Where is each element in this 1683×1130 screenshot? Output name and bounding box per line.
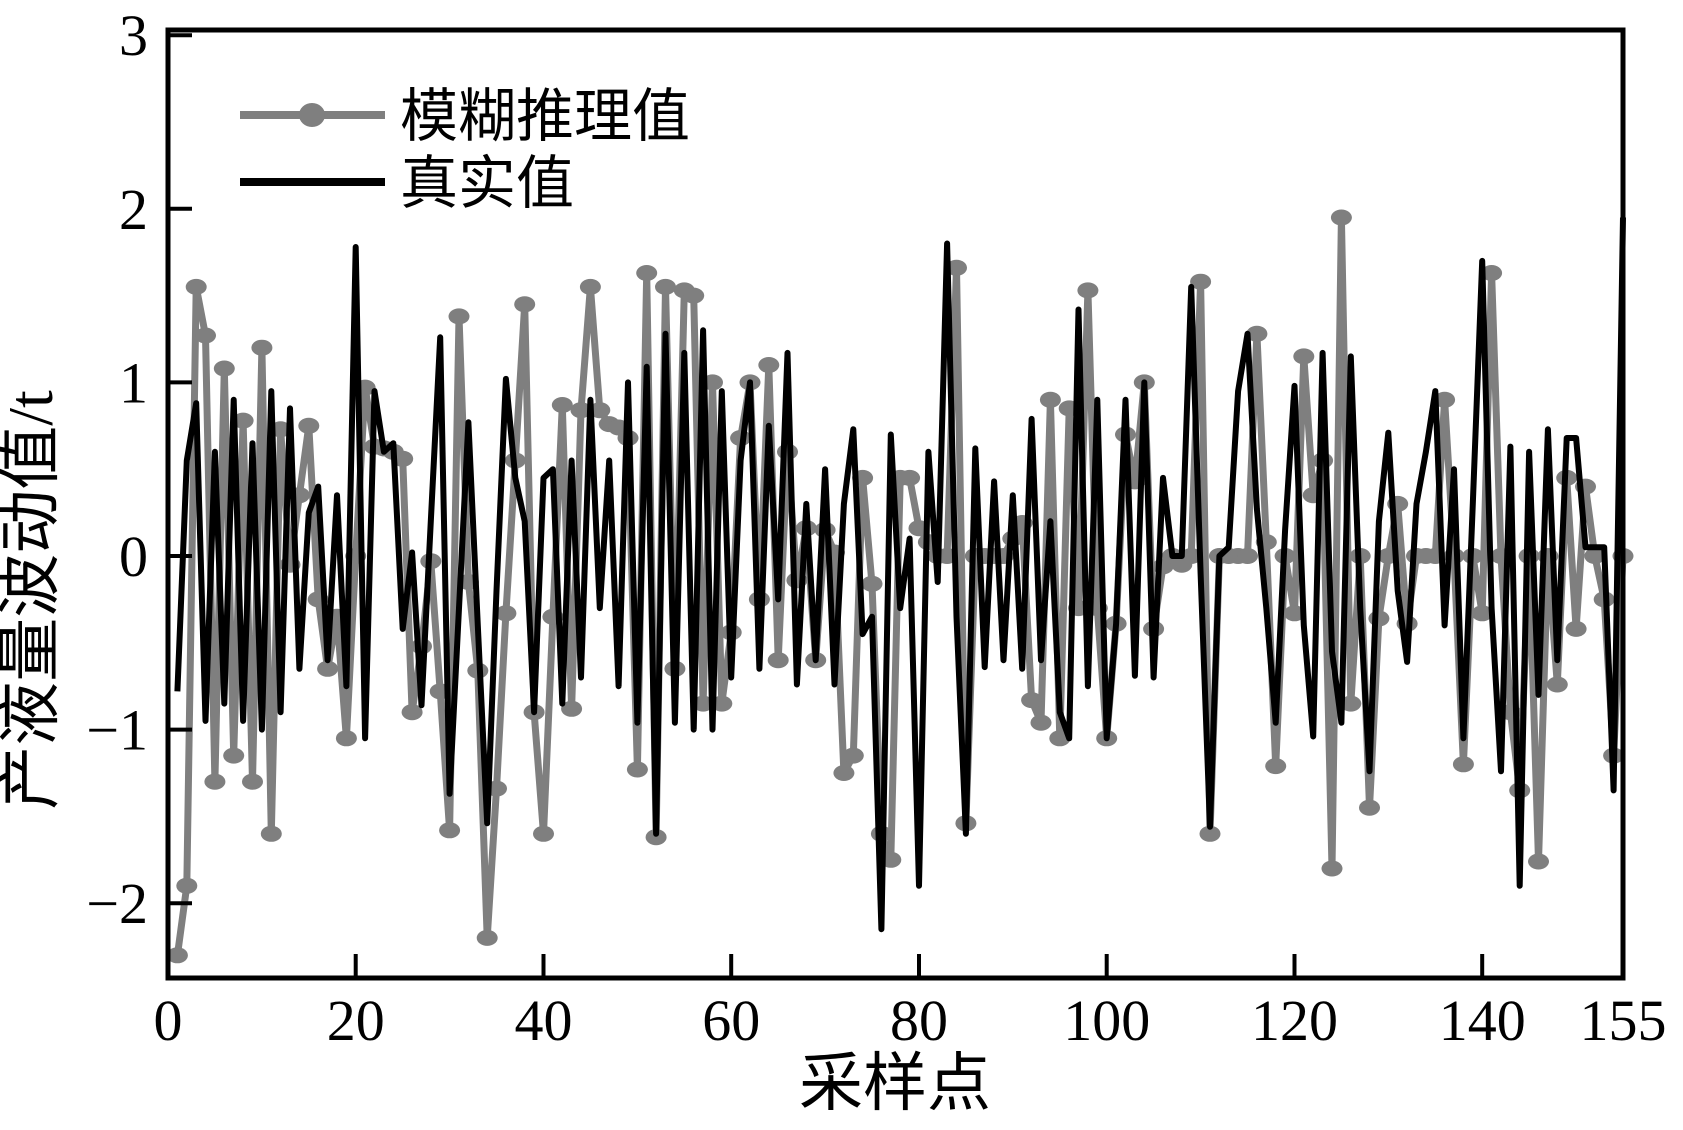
x-tick-label: 20 <box>327 988 385 1053</box>
fuzzy-series-marker <box>861 575 883 592</box>
fuzzy-series-marker <box>1321 860 1343 877</box>
fuzzy-series-marker <box>561 700 583 717</box>
x-tick-label: 0 <box>154 988 183 1053</box>
fuzzy-series-marker <box>204 773 226 790</box>
fuzzy-series-marker <box>1284 605 1305 622</box>
y-tick-label: −1 <box>86 698 148 763</box>
fuzzy-series-marker <box>298 417 320 434</box>
fuzzy-series-marker <box>185 278 207 295</box>
fuzzy-series-marker <box>317 660 339 677</box>
fuzzy-series-marker <box>260 825 282 842</box>
fuzzy-series-marker <box>401 704 423 721</box>
fuzzy-series-marker <box>1190 273 1212 290</box>
fuzzy-series-marker <box>1340 695 1362 712</box>
fuzzy-series-marker <box>392 450 414 467</box>
fuzzy-series-marker <box>1246 325 1268 342</box>
fuzzy-series-marker <box>1565 620 1587 637</box>
fuzzy-series-marker <box>758 357 780 373</box>
axes-layer <box>165 27 1626 981</box>
fuzzy-series-marker <box>1584 548 1606 564</box>
y-tick-label: 0 <box>119 524 148 589</box>
x-axis-title: 采样点 <box>799 1048 991 1119</box>
fuzzy-series-marker <box>1528 853 1549 870</box>
fuzzy-series-marker <box>1434 391 1456 408</box>
plot-border <box>165 27 1626 981</box>
fuzzy-series-marker <box>213 360 235 377</box>
fuzzy-series-marker <box>1030 714 1052 731</box>
fuzzy-series-marker <box>1481 265 1503 281</box>
fuzzy-series-marker <box>1546 676 1568 693</box>
fuzzy-series-marker <box>232 412 254 429</box>
x-tick-label: 100 <box>1063 988 1150 1053</box>
fuzzy-series-marker <box>833 765 855 781</box>
fuzzy-series-marker <box>711 695 733 712</box>
fuzzy-series-marker <box>946 259 967 276</box>
x-tick-label: 155 <box>1580 988 1667 1053</box>
fuzzy-series-marker <box>176 877 198 894</box>
fuzzy-series-marker <box>1265 758 1287 775</box>
fuzzy-series-marker <box>251 339 273 356</box>
x-tick-label: 140 <box>1439 988 1526 1053</box>
fuzzy-series-marker <box>551 397 573 413</box>
y-axis-title: 产液量波动值/t <box>0 390 66 810</box>
fuzzy-series-marker <box>1368 610 1390 627</box>
legend: 模糊推理值 真实值 <box>240 84 690 216</box>
fuzzy-series-marker <box>448 308 470 325</box>
x-tick-label: 120 <box>1251 988 1338 1053</box>
y-tick-label: 1 <box>119 350 148 415</box>
legend-fuzzy-marker-icon <box>299 103 325 127</box>
fuzzy-series-marker <box>166 947 188 964</box>
x-tick-label: 80 <box>890 988 948 1053</box>
y-tick-label: 3 <box>119 3 148 68</box>
fuzzy-series-marker <box>683 287 705 304</box>
fuzzy-series-marker <box>1359 799 1380 816</box>
fuzzy-series-marker <box>495 605 517 622</box>
fuzzy-series-marker <box>242 773 263 790</box>
fuzzy-series-marker <box>842 747 864 764</box>
legend-label-fuzzy: 模糊推理值 <box>400 84 690 149</box>
fuzzy-series-marker <box>1039 391 1061 408</box>
fuzzy-series-marker <box>655 278 676 295</box>
fuzzy-series-marker <box>533 825 554 842</box>
x-tick-label: 40 <box>515 988 573 1053</box>
fuzzy-series-marker <box>589 402 611 419</box>
fuzzy-series-marker <box>1021 692 1043 709</box>
fuzzy-series-marker <box>1293 348 1315 365</box>
fuzzy-series-marker <box>514 296 536 313</box>
fuzzy-series-marker <box>1452 756 1474 773</box>
series-layer <box>166 209 1634 964</box>
fuzzy-series-marker <box>223 747 245 764</box>
fuzzy-series-marker <box>645 829 667 846</box>
x-tick-label: 60 <box>702 988 760 1053</box>
fuzzy-series-marker <box>1471 605 1493 622</box>
y-tick-label: 2 <box>119 177 148 242</box>
fuzzy-series-marker <box>570 402 592 419</box>
fuzzy-series-marker <box>636 265 658 281</box>
y-tick-label: −2 <box>86 871 148 936</box>
fuzzy-series-marker <box>195 327 216 344</box>
fuzzy-series-marker <box>439 822 461 839</box>
legend-label-true: 真实值 <box>400 151 574 216</box>
fuzzy-series-marker <box>335 730 357 747</box>
fuzzy-series-marker <box>476 929 498 946</box>
fuzzy-series-marker <box>626 761 648 778</box>
fuzzy-series-marker <box>1180 548 1202 564</box>
fuzzy-series-marker <box>1077 282 1099 299</box>
tick-labels-layer: 0 20 40 60 80 100 120 140 155 3 2 1 0 −1 −2 <box>86 3 1666 1053</box>
fuzzy-series-marker <box>579 278 601 295</box>
fuzzy-series-marker <box>899 469 921 486</box>
fuzzy-series-marker <box>1199 825 1221 842</box>
fuzzy-series-marker <box>1330 209 1352 226</box>
true-series-line <box>174 217 1626 933</box>
fuzzy-series-marker <box>767 652 789 669</box>
fuzzy-series-marker <box>692 695 714 712</box>
fuzzy-series-marker <box>1237 548 1258 564</box>
